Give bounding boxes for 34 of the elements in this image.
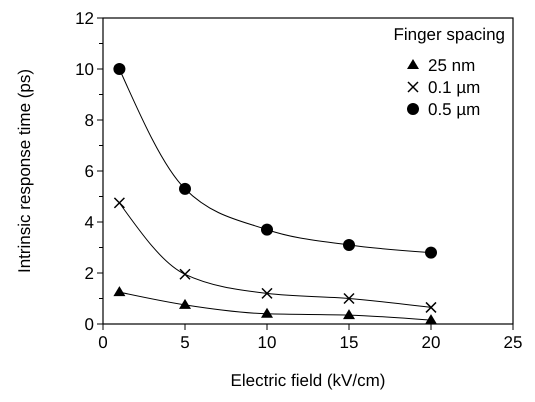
- point: [261, 288, 273, 300]
- x-tick-label: 20: [422, 333, 440, 352]
- x-tick-label: 25: [504, 333, 522, 352]
- point: [179, 268, 191, 280]
- point: [343, 238, 355, 251]
- x-tick-label: 10: [258, 333, 276, 352]
- y-tick-label: 6: [84, 162, 94, 181]
- point: [343, 309, 355, 320]
- y-tick-label: 8: [84, 110, 94, 130]
- legend-label: 0.5 µm: [428, 100, 480, 119]
- point: [113, 286, 126, 296]
- x-axis-title: Electric field (kV/cm): [230, 371, 386, 390]
- y-axis-title: Intrinsic response time (ps): [15, 68, 34, 274]
- point: [114, 197, 126, 209]
- legend-label: 25 nm: [428, 56, 476, 75]
- point: [343, 292, 355, 304]
- point: [179, 182, 191, 195]
- point: [425, 302, 437, 314]
- y-tick-label: 4: [84, 212, 94, 232]
- point: [425, 246, 437, 259]
- point: [179, 298, 191, 309]
- legend-title: Finger spacing: [393, 25, 505, 44]
- x-tick-label: 5: [180, 333, 190, 352]
- legend-label: 0.1 µm: [428, 78, 480, 97]
- x-tick-label: 15: [340, 333, 358, 352]
- point: [425, 314, 437, 324]
- y-tick-label: 12: [75, 8, 94, 28]
- point: [261, 308, 273, 318]
- point: [261, 224, 273, 236]
- y-tick-label: 2: [84, 264, 94, 283]
- x-tick-label: 0: [98, 333, 108, 352]
- point: [113, 63, 126, 75]
- y-tick-label: 10: [75, 60, 94, 79]
- y-tick-label: 0: [84, 314, 94, 334]
